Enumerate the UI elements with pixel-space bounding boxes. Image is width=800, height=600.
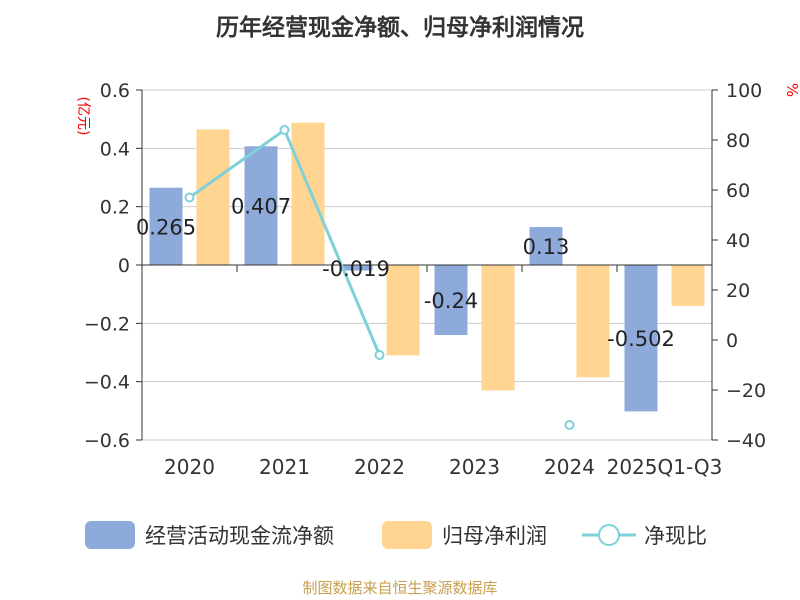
net-profit-bar	[196, 129, 230, 265]
ratio-point	[184, 192, 195, 203]
category-label: 2023	[449, 455, 500, 479]
right-tick-label: −40	[726, 430, 766, 452]
right-tick-label: 60	[726, 180, 750, 202]
cash-flow-bar	[624, 265, 658, 412]
cash-flow-data-label: -0.24	[424, 289, 478, 313]
category-label: 2021	[259, 455, 310, 479]
right-tick-label: 40	[726, 230, 750, 252]
ratio-line	[184, 125, 575, 430]
cash-flow-data-label: 0.265	[136, 215, 196, 239]
right-tick-label: 0	[726, 330, 738, 352]
net-profit-bar	[481, 265, 515, 391]
legend: 经营活动现金流净额 归母净利润 净现比	[85, 521, 707, 549]
legend-label: 净现比	[644, 524, 707, 548]
net-profit-bar	[671, 265, 705, 306]
cash-flow-bar	[244, 146, 278, 265]
right-tick-label: 20	[726, 280, 750, 302]
category-label: 2024	[544, 455, 595, 479]
cash-flow-bar	[434, 265, 468, 335]
legend-label: 归母净利润	[442, 524, 547, 548]
category-label: 2022	[354, 455, 405, 479]
net-profit-bar	[291, 122, 325, 266]
cash-flow-data-label: -0.502	[607, 327, 675, 351]
chart-title: 历年经营现金净额、归母净利润情况	[216, 14, 584, 41]
left-axis-unit: (亿元)	[75, 97, 91, 136]
cash-flow-bar	[529, 227, 563, 265]
legend-swatch	[382, 521, 432, 549]
source-note: 制图数据来自恒生聚源数据库	[302, 579, 497, 597]
left-tick-label: −0.2	[84, 313, 130, 335]
ratio-point	[564, 420, 575, 430]
cash-flow-data-label: 0.13	[523, 235, 570, 259]
left-tick-label: 0.2	[100, 197, 130, 219]
left-tick-label: 0.4	[100, 138, 130, 160]
cash-flow-bar	[339, 265, 373, 271]
left-tick-label: 0.6	[100, 80, 130, 102]
axes: 0.6 0.4 0.2 0 −0.2 −0.4 −0.6 100 80 60 40 20 0 −20 −40…	[84, 80, 766, 479]
ratio-point	[374, 350, 385, 360]
legend-label: 经营活动现金流净额	[145, 524, 334, 548]
left-tick-label: −0.4	[84, 372, 130, 394]
category-label: 2020	[164, 455, 215, 479]
cash-flow-data-label: -0.019	[322, 257, 390, 281]
category-label: 2025Q1-Q3	[607, 455, 723, 479]
bars	[149, 122, 705, 412]
net-profit-bar	[576, 265, 610, 378]
left-tick-label: 0	[118, 255, 130, 277]
net-profit-bar	[386, 265, 420, 356]
legend-net-profit: 归母净利润	[382, 521, 547, 549]
legend-cash-flow: 经营活动现金流净额	[85, 521, 334, 549]
right-tick-label: 100	[726, 80, 762, 102]
ratio-point	[279, 125, 290, 135]
legend-marker	[598, 524, 620, 546]
left-tick-label: −0.6	[84, 430, 130, 452]
right-axis-unit: %	[783, 83, 800, 97]
right-tick-label: −20	[726, 380, 766, 402]
cash-flow-data-label: 0.407	[231, 195, 291, 219]
data-labels: 0.265 0.407 -0.019 -0.24 0.13 -0.502	[136, 195, 675, 352]
right-tick-label: 80	[726, 130, 750, 152]
legend-swatch	[85, 521, 135, 549]
legend-ratio: 净现比	[582, 524, 707, 548]
cash-flow-bar	[149, 187, 183, 265]
